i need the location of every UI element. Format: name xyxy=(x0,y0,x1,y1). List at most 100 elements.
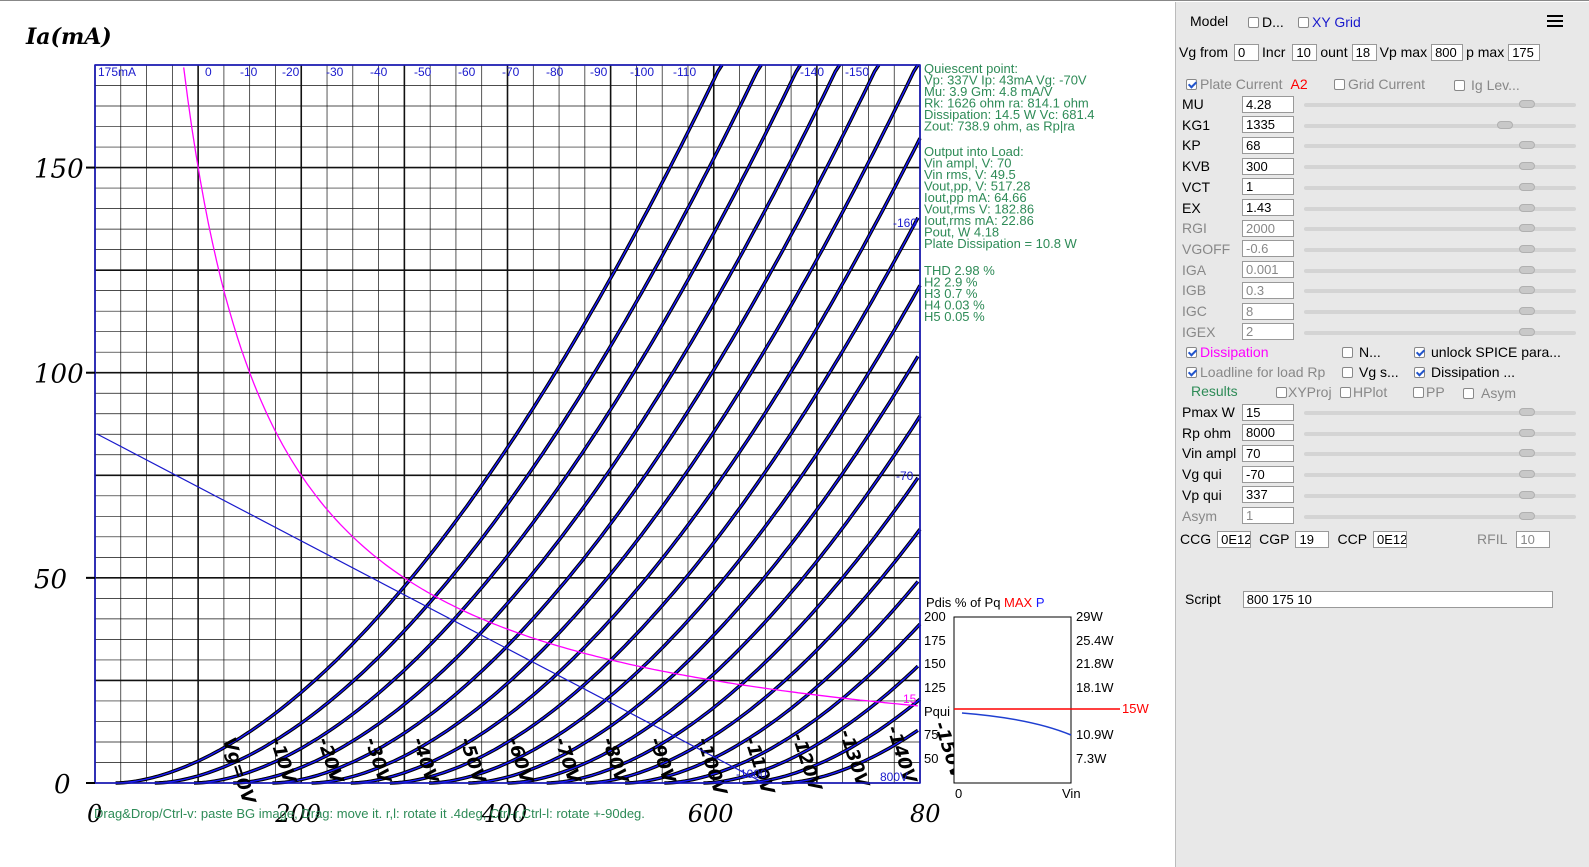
results-label[interactable]: Results xyxy=(1191,383,1238,399)
cgp-input[interactable]: 19 xyxy=(1295,530,1330,548)
ig-lev-row[interactable]: Ig Lev... xyxy=(1454,75,1520,95)
slider-knob[interactable] xyxy=(1519,511,1536,520)
load-param-slider[interactable] xyxy=(1304,408,1576,416)
spice-param-slider[interactable] xyxy=(1304,244,1576,253)
pp-checkbox[interactable] xyxy=(1413,386,1424,398)
spice-param-slider[interactable] xyxy=(1304,307,1576,315)
slider-knob[interactable] xyxy=(1519,162,1536,171)
dissipation2-checkbox[interactable] xyxy=(1414,366,1425,378)
spice-param-slider[interactable] xyxy=(1304,182,1576,191)
load-param-input[interactable]: 337 xyxy=(1242,486,1294,504)
spice-param-input[interactable]: 300 xyxy=(1242,157,1294,175)
plot-area[interactable]: Vg=0V -10V -20V -30V -40V -50V -60V -70V -80V -90… xyxy=(0,0,1175,867)
hplot-row[interactable]: HPlot xyxy=(1340,382,1387,402)
unlock-spice-checkbox[interactable] xyxy=(1414,346,1425,358)
slider-knob[interactable] xyxy=(1519,307,1536,315)
grid-current-row[interactable]: Grid Current xyxy=(1334,74,1425,94)
incr-input[interactable]: 10 xyxy=(1292,43,1318,61)
slider-knob[interactable] xyxy=(1519,428,1536,437)
n-checkbox[interactable] xyxy=(1342,346,1353,358)
spice-param-slider[interactable] xyxy=(1304,162,1576,171)
d-checkbox-row[interactable]: D... xyxy=(1248,12,1284,32)
n-row[interactable]: N... xyxy=(1342,342,1381,362)
slider-knob[interactable] xyxy=(1519,244,1536,253)
spice-param-input[interactable]: 0.3 xyxy=(1242,281,1294,299)
load-param-input[interactable]: 70 xyxy=(1242,444,1294,462)
mini-right-tick: 29W xyxy=(1076,609,1103,624)
spice-param-slider[interactable] xyxy=(1304,141,1576,150)
spice-param-input[interactable]: 2 xyxy=(1242,323,1294,341)
spice-param-input[interactable]: 1335 xyxy=(1242,116,1294,134)
ccg-input[interactable]: 0E12 xyxy=(1217,530,1252,548)
spice-param-input[interactable]: -0.6 xyxy=(1242,240,1294,258)
asym-row[interactable]: Asym xyxy=(1463,383,1516,403)
dissipation2-row[interactable]: Dissipation ... xyxy=(1414,362,1515,382)
load-param-input[interactable]: 15 xyxy=(1242,403,1294,421)
plate-current-row[interactable]: Plate Current A2 xyxy=(1186,74,1308,94)
spice-param-input[interactable]: 1 xyxy=(1242,178,1294,196)
load-param-input[interactable]: 8000 xyxy=(1242,424,1294,442)
load-param-input[interactable]: 1 xyxy=(1242,507,1294,524)
spice-param-slider[interactable] xyxy=(1304,224,1576,233)
d-checkbox[interactable] xyxy=(1248,16,1259,28)
spice-param-input[interactable]: 2000 xyxy=(1242,219,1294,237)
slider-knob[interactable] xyxy=(1519,203,1536,212)
slider-knob[interactable] xyxy=(1519,490,1536,499)
xyproj-row[interactable]: XYProj xyxy=(1276,382,1332,402)
slider-knob[interactable] xyxy=(1519,182,1536,191)
spice-param-input[interactable]: 68 xyxy=(1242,136,1294,154)
unlock-spice-row[interactable]: unlock SPICE para... xyxy=(1414,342,1561,362)
load-param-slider[interactable] xyxy=(1304,511,1576,520)
vg-from-input[interactable]: 0 xyxy=(1234,43,1260,61)
asym-checkbox[interactable] xyxy=(1463,387,1474,399)
slider-knob[interactable] xyxy=(1519,224,1536,233)
spice-param-slider[interactable] xyxy=(1304,120,1576,129)
spice-param-slider[interactable] xyxy=(1304,265,1576,274)
vp-max-input[interactable]: 800 xyxy=(1431,43,1464,61)
load-param-slider[interactable] xyxy=(1304,470,1576,479)
slider-knob[interactable] xyxy=(1519,327,1536,336)
ccp-input[interactable]: 0E12 xyxy=(1373,530,1408,548)
characteristic-plot-svg[interactable]: Vg=0V -10V -20V -30V -40V -50V -60V -70V -80V -90… xyxy=(0,0,1175,867)
xy-grid-checkbox[interactable] xyxy=(1298,16,1309,28)
rfil-input[interactable]: 10 xyxy=(1516,530,1551,548)
slider-knob[interactable] xyxy=(1519,286,1536,295)
slider-knob[interactable] xyxy=(1519,265,1536,274)
load-param-input[interactable]: -70 xyxy=(1242,465,1294,483)
ip-max-input[interactable]: 175 xyxy=(1508,43,1541,61)
spice-param-input[interactable]: 4.28 xyxy=(1242,95,1294,113)
loadline-checkbox[interactable] xyxy=(1186,366,1197,378)
slider-knob[interactable] xyxy=(1519,470,1536,479)
loadline-row[interactable]: Loadline for load Rp xyxy=(1186,362,1325,382)
menu-icon[interactable] xyxy=(1547,15,1563,28)
spice-param-slider[interactable] xyxy=(1304,286,1576,295)
xyproj-checkbox[interactable] xyxy=(1276,386,1287,398)
load-param-slider[interactable] xyxy=(1304,490,1576,499)
slider-knob[interactable] xyxy=(1497,120,1514,129)
slider-knob[interactable] xyxy=(1519,100,1536,108)
grid-current-checkbox[interactable] xyxy=(1334,78,1345,90)
spice-param-slider[interactable] xyxy=(1304,100,1576,108)
count-input[interactable]: 18 xyxy=(1351,43,1377,61)
vg-s-checkbox[interactable] xyxy=(1342,366,1353,378)
spice-param-input[interactable]: 1.43 xyxy=(1242,199,1294,216)
plate-current-checkbox[interactable] xyxy=(1186,78,1197,90)
ig-lev-checkbox[interactable] xyxy=(1454,79,1465,91)
vg-s-row[interactable]: Vg s... xyxy=(1342,362,1399,382)
spice-param-slider[interactable] xyxy=(1304,327,1576,336)
pp-row[interactable]: PP xyxy=(1413,382,1445,402)
spice-param-input[interactable]: 8 xyxy=(1242,302,1294,320)
slider-knob[interactable] xyxy=(1519,141,1536,150)
spice-param-slider[interactable] xyxy=(1304,203,1576,212)
spice-param-input[interactable]: 0.001 xyxy=(1242,261,1294,279)
xy-grid-row[interactable]: XY Grid xyxy=(1298,12,1361,32)
slider-knob[interactable] xyxy=(1519,449,1536,458)
hplot-checkbox[interactable] xyxy=(1340,386,1351,398)
dissipation-row[interactable]: Dissipation xyxy=(1186,342,1268,362)
script-input[interactable]: 800 175 10 xyxy=(1242,590,1553,608)
dissipation-checkbox[interactable] xyxy=(1186,346,1197,358)
slider-knob[interactable] xyxy=(1519,408,1536,416)
plate-curves xyxy=(115,64,922,785)
load-param-slider[interactable] xyxy=(1304,449,1576,458)
load-param-slider[interactable] xyxy=(1304,428,1576,437)
